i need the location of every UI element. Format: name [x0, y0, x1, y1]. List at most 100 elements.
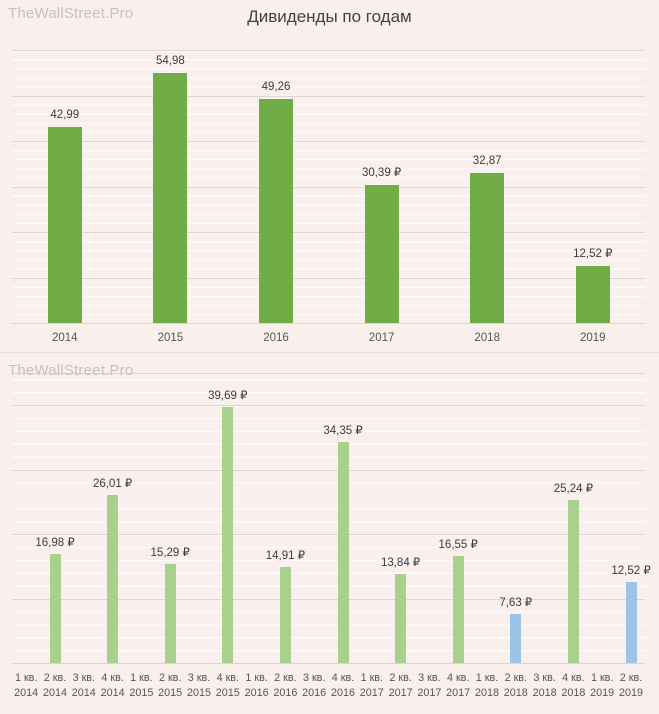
x-axis-label-year: 2019 [618, 687, 644, 699]
x-axis-label-year: 2016 [302, 687, 327, 699]
bar [364, 184, 399, 323]
x-axis-label: 4 кв. [101, 672, 124, 684]
x-axis-label: 2 кв. [274, 672, 297, 684]
bar [567, 500, 579, 663]
x-axis-label-year: 2017 [388, 687, 413, 699]
x-axis-label-year: 2018 [503, 687, 528, 699]
gridline [12, 323, 645, 324]
x-axis-label-year: 2015 [129, 687, 154, 699]
x-axis-label: 2018 [474, 332, 500, 344]
bar-value-label: 15,29 ₽ [150, 547, 190, 560]
bar-value-label: 42,99 [50, 109, 80, 122]
bar-value-label: 39,69 ₽ [208, 390, 248, 403]
bar-value-label: 32,87 [472, 155, 502, 168]
x-axis-label: 3 кв. [302, 672, 326, 684]
gridline [12, 598, 645, 600]
gridline [12, 405, 645, 407]
x-axis-label: 1 кв. [14, 672, 38, 684]
gridline [12, 277, 645, 279]
x-axis-label-year: 2018 [532, 687, 557, 699]
gridline [12, 534, 645, 536]
x-axis-label-year: 2016 [273, 687, 298, 699]
bar-value-label: 14,91 ₽ [265, 549, 306, 562]
gridline [12, 95, 645, 97]
gridline [12, 663, 645, 664]
x-axis-label: 1 кв. [475, 672, 499, 684]
bar-value-label: 30,39 ₽ [361, 166, 402, 179]
x-axis-label: 2016 [263, 332, 289, 344]
x-axis-label-year: 2014 [71, 687, 96, 699]
x-axis-label: 3 кв. [187, 672, 211, 684]
x-axis-label: 4 кв. [331, 672, 355, 684]
panel-separator [0, 352, 659, 353]
bar-value-label: 26,01 ₽ [92, 478, 133, 491]
x-axis-label: 1 кв. [360, 672, 384, 684]
bar-value-label: 16,98 ₽ [35, 536, 75, 549]
gridline [12, 141, 645, 142]
bar [510, 613, 522, 663]
x-axis-label-year: 2018 [561, 687, 586, 699]
x-axis-label: 3 кв. [533, 672, 556, 684]
x-axis-label: 2017 [368, 332, 395, 344]
watermark: TheWallStreet.Pro [8, 362, 134, 379]
x-axis-label-year: 2016 [330, 687, 356, 699]
bar-value-label: 12,52 ₽ [573, 248, 613, 261]
x-axis-label: 3 кв. [418, 672, 441, 684]
x-axis-label-year: 2017 [359, 687, 384, 699]
gridline [12, 373, 645, 374]
x-axis-label: 2 кв. [619, 672, 643, 684]
x-axis-label-year: 2015 [215, 687, 240, 699]
annual-dividends-chart: TheWallStreet.Pro Дивиденды по годам 42,… [0, 0, 659, 356]
x-axis-label: 1 кв. [245, 672, 268, 684]
bar [49, 553, 61, 663]
bar [337, 441, 349, 663]
bar-value-label: 12,52 ₽ [611, 565, 651, 578]
x-axis-label-year: 2015 [186, 687, 212, 699]
bar-value-label: 49,26 [261, 80, 291, 93]
bar-value-label: 16,55 ₽ [438, 539, 478, 552]
bar-value-label: 13,84 ₽ [380, 556, 421, 569]
x-axis-label-year: 2019 [590, 687, 615, 699]
bar-value-label: 54,98 [156, 54, 185, 67]
bar [575, 266, 610, 323]
bar-value-label: 25,24 ₽ [553, 483, 594, 496]
x-axis-label: 2014 [52, 332, 78, 344]
x-axis-label: 2019 [580, 332, 606, 344]
bar [625, 582, 637, 663]
gridline [12, 232, 645, 233]
x-axis-label-year: 2016 [244, 687, 269, 699]
bar [279, 566, 291, 663]
gridline [12, 186, 645, 188]
x-axis-label: 4 кв. [216, 672, 240, 684]
bar [164, 564, 176, 663]
bar-value-label: 7,63 ₽ [499, 596, 533, 609]
watermark: TheWallStreet.Pro [8, 5, 134, 22]
gridline [12, 469, 645, 471]
gridline [12, 50, 645, 51]
x-axis-label: 2 кв. [43, 672, 67, 684]
bar [47, 127, 82, 323]
x-axis-label-year: 2017 [446, 687, 471, 699]
bar [153, 72, 188, 323]
x-axis-label-year: 2014 [14, 687, 39, 699]
bar [395, 573, 407, 663]
x-axis-label-year: 2015 [158, 687, 183, 699]
x-axis-label-year: 2017 [417, 687, 442, 699]
x-axis-label-year: 2014 [42, 687, 68, 699]
x-axis-label: 2 кв. [158, 672, 182, 684]
x-axis-label-year: 2018 [474, 687, 500, 699]
x-axis-label: 4 кв. [446, 672, 470, 684]
x-axis-label: 2 кв. [504, 672, 528, 684]
bar [222, 407, 234, 663]
x-axis-label-year: 2014 [100, 687, 125, 699]
bar [107, 495, 119, 663]
bar [470, 173, 505, 323]
bar [452, 556, 464, 663]
x-axis-label: 2015 [157, 332, 184, 344]
x-axis-label: 1 кв. [590, 672, 614, 684]
x-axis-label: 1 кв. [130, 672, 153, 684]
bar [259, 98, 293, 323]
x-axis-label: 3 кв. [72, 672, 96, 684]
